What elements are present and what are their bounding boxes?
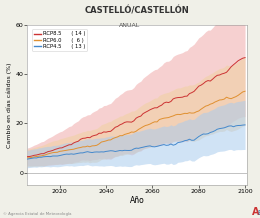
Text: A: A <box>252 207 260 217</box>
Legend: RCP8.5      ( 14 ), RCP6.0      (  6 ), RCP4.5      ( 13 ): RCP8.5 ( 14 ), RCP6.0 ( 6 ), RCP4.5 ( 13… <box>32 29 87 51</box>
Text: ANUAL: ANUAL <box>119 23 141 28</box>
X-axis label: Año: Año <box>130 196 145 204</box>
Text: Emet: Emet <box>257 210 260 216</box>
Y-axis label: Cambio en días cálidos (%): Cambio en días cálidos (%) <box>7 62 12 148</box>
Text: © Agencia Estatal de Meteorología: © Agencia Estatal de Meteorología <box>3 212 71 216</box>
Title: CASTELLÓ/CASTELLÓN: CASTELLÓ/CASTELLÓN <box>85 7 190 16</box>
